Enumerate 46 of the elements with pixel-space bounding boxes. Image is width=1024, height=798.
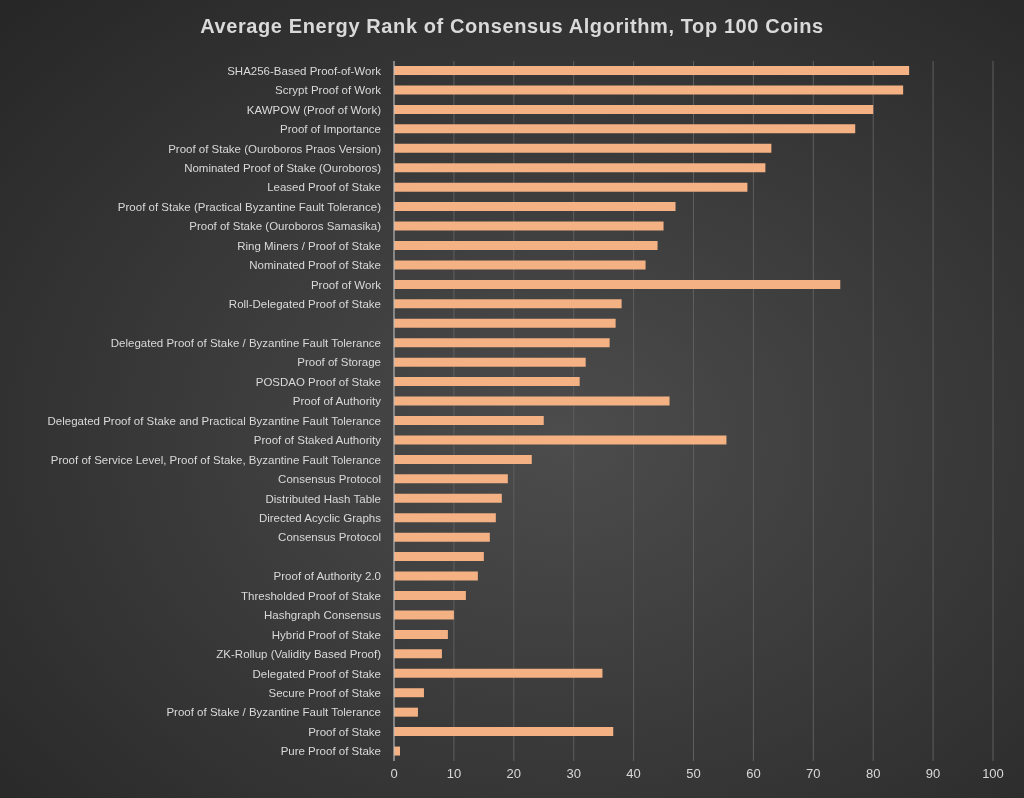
y-tick-label: Proof of Stake / Byzantine Fault Tolerance [166, 706, 381, 719]
y-tick-label: Nominated Proof of Stake [249, 259, 381, 272]
y-tick-label: Hashgraph Consensus [264, 609, 382, 622]
x-tick-label: 20 [506, 765, 522, 781]
x-tick-label: 10 [446, 765, 462, 781]
y-tick-label: POSDAO Proof of Stake [255, 375, 381, 388]
y-tick-label: Proof of Work [310, 278, 382, 291]
x-tick-label: 50 [686, 765, 701, 781]
y-tick-label: Proof of Staked Authority [253, 434, 382, 447]
y-tick-label: Proof of Stake (Ouroboros Samasika) [189, 220, 382, 233]
x-tick-label: 100 [982, 765, 1004, 781]
y-tick-label: Ring Miners / Proof of Stake [237, 239, 381, 252]
y-tick-label: Directed Acyclic Graphs [258, 511, 382, 524]
x-tick-label: 90 [925, 765, 941, 781]
x-tick-label: 80 [865, 765, 881, 781]
y-tick-label: Proof of Service Level, Proof of Stake, Byzantine Fault Tolerance [50, 453, 381, 466]
y-tick-label: Consensus Protocol [278, 531, 381, 544]
y-tick-label: KAWPOW (Proof of Work) [246, 103, 382, 116]
y-tick-label: Proof of Authority [292, 395, 382, 408]
y-tick-label: Proof of Authority 2.0 [273, 570, 381, 583]
x-tick-label: 70 [806, 765, 821, 781]
x-tick-label: 60 [746, 765, 761, 781]
y-tick-label: Leased Proof of Stake [267, 181, 381, 194]
y-tick-label: Proof of Stake (Practical Byzantine Fault Tolerance) [117, 200, 382, 213]
y-tick-label: ZK-Rollup (Validity Based Proof) [216, 648, 382, 661]
y-tick-label: Pure Proof of Stake [280, 745, 381, 758]
y-tick-label: Proof of Stake [308, 725, 381, 738]
y-tick-label: Delegated Proof of Stake / Byzantine Fault Tolerance [110, 336, 381, 349]
y-tick-label: Proof of Importance [280, 123, 381, 136]
y-tick-label: Delegated Proof of Stake and Practical Byzantine Fault Tolerance [47, 414, 381, 427]
x-tick-label: 40 [626, 765, 641, 781]
y-tick-label: SHA256-Based Proof-of-Work [227, 64, 382, 77]
y-tick-label: Thresholded Proof of Stake [241, 589, 381, 602]
y-tick-label: Consensus Protocol [278, 473, 381, 486]
x-tick-label: 0 [390, 765, 398, 781]
chart-title: Average Energy Rank of Consensus Algorithm, Top 100 Coins [199, 15, 825, 38]
y-tick-label: Proof of Storage [297, 356, 381, 369]
y-tick-label: Proof of Stake (Ouroboros Praos Version) [168, 142, 382, 155]
y-tick-label: Delegated Proof of Stake [252, 667, 381, 680]
y-tick-label: Hybrid Proof of Stake [271, 628, 381, 641]
y-tick-label: Roll-Delegated Proof of Stake [228, 298, 381, 311]
y-tick-label: Secure Proof of Stake [268, 686, 381, 699]
y-tick-label: Distributed Hash Table [265, 492, 381, 505]
y-tick-label: Nominated Proof of Stake (Ouroboros) [184, 161, 382, 174]
y-tick-label: Scrypt Proof of Work [275, 84, 382, 97]
x-tick-label: 30 [566, 765, 581, 781]
